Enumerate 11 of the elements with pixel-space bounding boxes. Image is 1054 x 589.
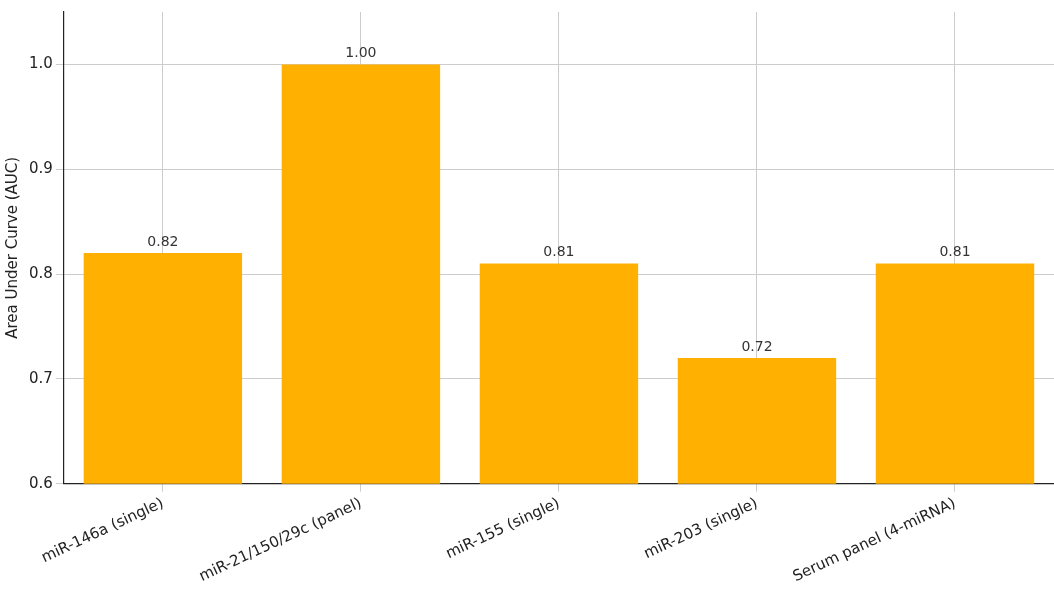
y-axis-title: Area Under Curve (AUC) bbox=[2, 156, 21, 339]
y-tick-label: 0.8 bbox=[29, 263, 53, 282]
data-label: 0.81 bbox=[939, 243, 971, 260]
y-tick-label: 0.6 bbox=[29, 473, 53, 492]
data-label: 0.82 bbox=[147, 232, 179, 249]
y-tick-label: 0.9 bbox=[29, 159, 53, 178]
y-tick-label: 0.7 bbox=[29, 368, 53, 387]
data-label: 0.81 bbox=[543, 243, 575, 260]
data-label: 0.72 bbox=[741, 337, 773, 354]
data-label: 1.00 bbox=[345, 44, 377, 61]
y-tick-label: 1.0 bbox=[29, 54, 53, 73]
